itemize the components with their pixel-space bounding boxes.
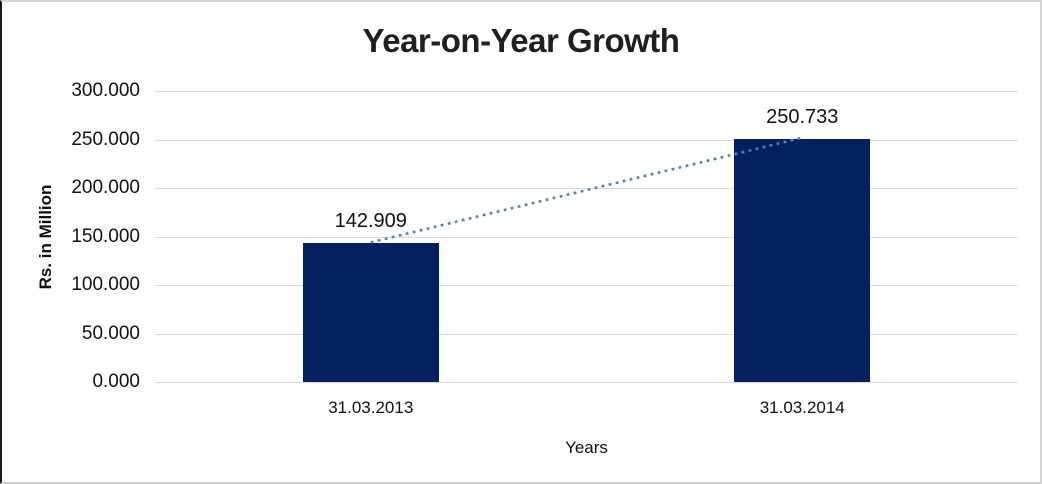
data-label: 142.909 [334,210,407,233]
chart-title: Year-on-Year Growth [362,22,680,59]
y-tick-label: 100.000 [71,274,140,295]
gridline [155,236,1018,238]
y-tick-label: 0.000 [92,371,140,392]
y-tick-label: 250.000 [71,128,140,150]
y-tick-label: 200.000 [71,177,140,198]
x-axis-title: Years [565,438,608,457]
gridline [155,333,1018,335]
gridline [155,382,1018,383]
bar-31.03.2013 [302,243,439,382]
x-tick-label: 31.03.2013 [328,398,414,417]
y-tick-label: 50.000 [81,322,140,344]
gridline [155,188,1018,189]
y-tick-label: 300.000 [71,80,140,101]
bar-31.03.2014 [734,138,871,382]
gridline [155,139,1018,141]
y-tick-label: 150.000 [71,225,140,247]
data-label: 250.733 [766,105,839,128]
x-tick-label: 31.03.2014 [759,398,845,417]
gridline [155,285,1018,286]
gridline [155,91,1018,92]
